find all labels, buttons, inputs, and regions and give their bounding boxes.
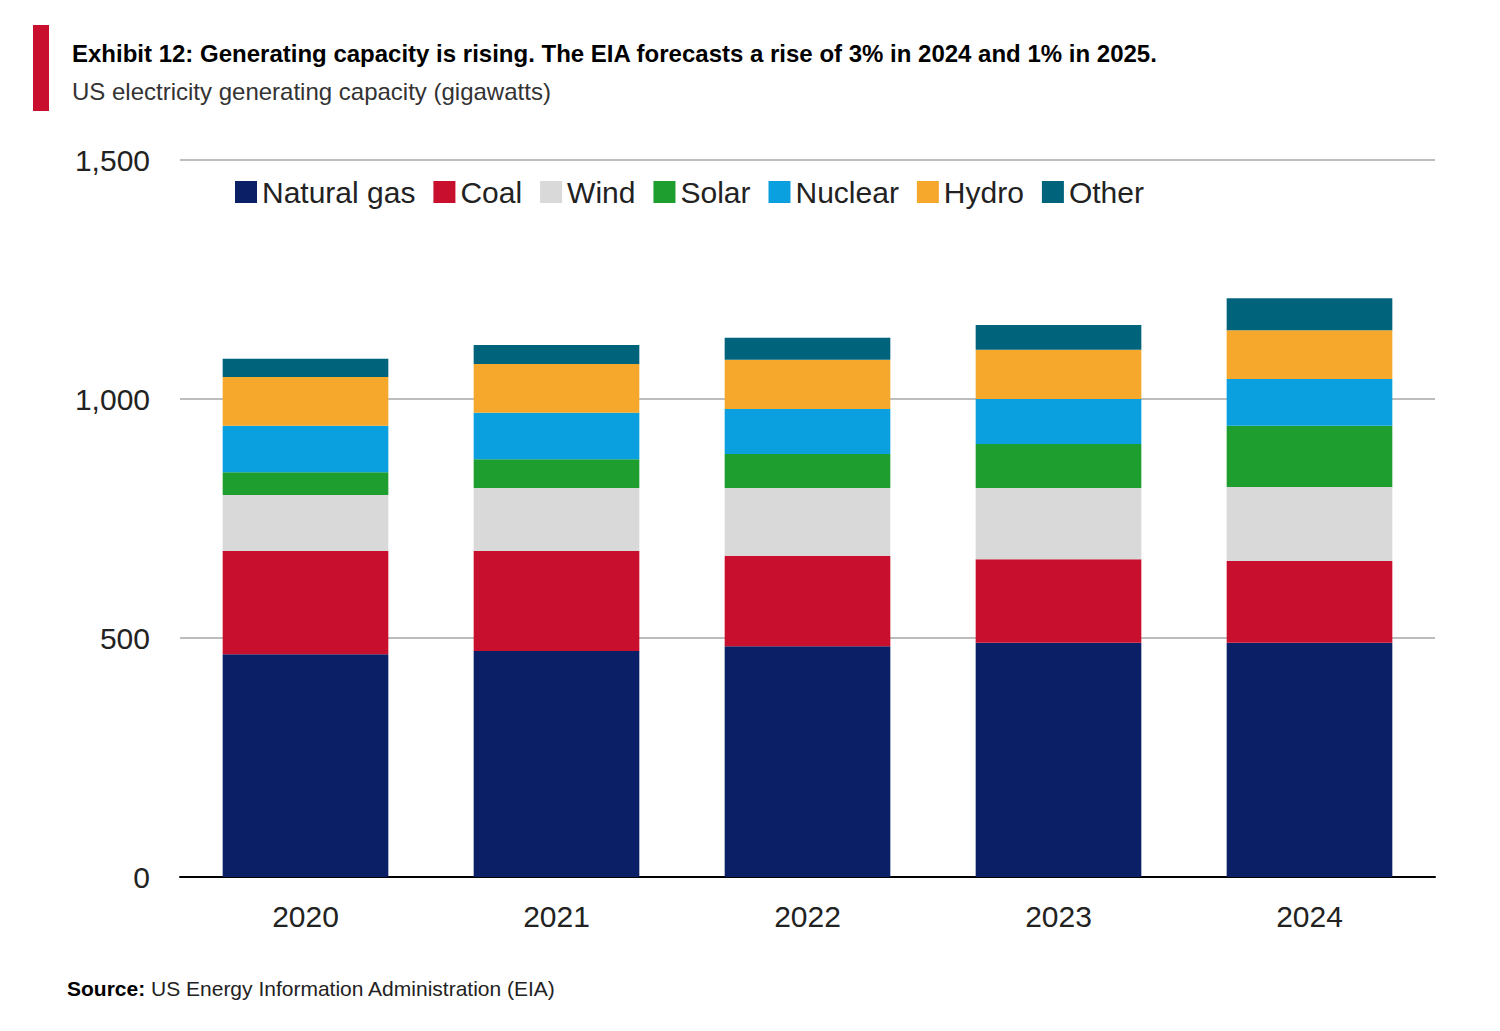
svg-text:US electricity generating capa: US electricity generating capacity (giga… [72,78,551,105]
svg-text:1,500: 1,500 [75,144,150,177]
svg-text:1,000: 1,000 [75,383,150,416]
svg-text:US Energy Information Administ: US Energy Information Administration (EI… [145,977,555,1000]
svg-text:Other: Other [1069,176,1144,209]
svg-text:Wind: Wind [567,176,635,209]
svg-text:2020: 2020 [272,900,339,933]
svg-text:Nuclear: Nuclear [795,176,898,209]
svg-text:2024: 2024 [1276,900,1343,933]
svg-text:500: 500 [100,622,150,655]
svg-text:Solar: Solar [680,176,750,209]
svg-text:2022: 2022 [774,900,841,933]
svg-text:0: 0 [133,861,150,894]
svg-text:2021: 2021 [523,900,590,933]
svg-text:Natural gas: Natural gas [262,176,415,209]
svg-text:Source:: Source: [67,977,145,1000]
svg-text:2023: 2023 [1025,900,1092,933]
svg-text:Hydro: Hydro [944,176,1024,209]
svg-text:Coal: Coal [460,176,522,209]
svg-text:Exhibit 12: Generating capacit: Exhibit 12: Generating capacity is risin… [72,40,1157,67]
